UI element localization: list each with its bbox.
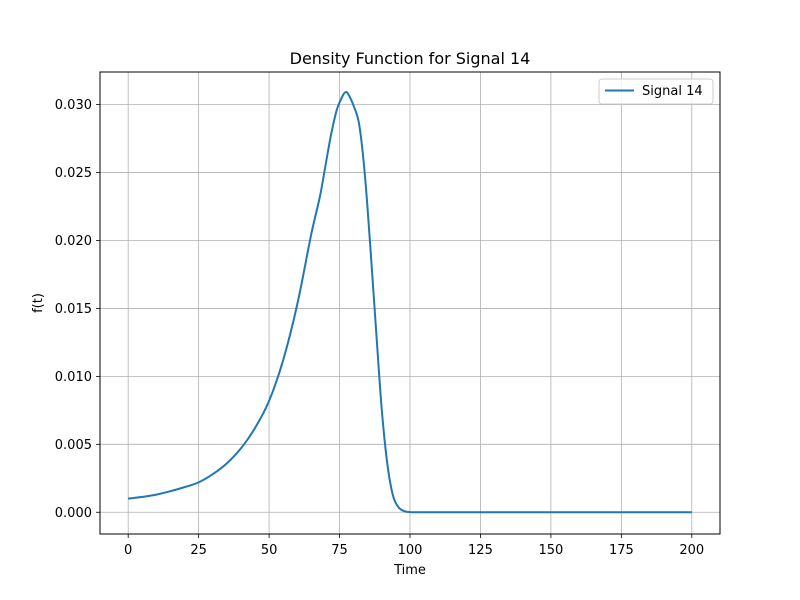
chart-title: Density Function for Signal 14 <box>290 49 531 68</box>
series-line-signal-14 <box>128 91 692 514</box>
y-tick-label: 0.000 <box>55 506 92 521</box>
legend-label-signal-14: Signal 14 <box>642 84 703 99</box>
legend: Signal 14 <box>598 78 714 105</box>
x-tick-label: 100 <box>398 543 423 558</box>
x-tick-label: 175 <box>609 543 634 558</box>
y-tick-label: 0.010 <box>55 370 92 385</box>
x-tick-label: 125 <box>468 543 493 558</box>
y-tick-label: 0.025 <box>55 166 92 181</box>
y-axis-label: f(t) <box>31 293 46 313</box>
axis-ticks: 0 25 50 75 100 125 150 175 200 0.000 0.005 0.010 0.0… <box>55 98 704 558</box>
x-tick-label: 0 <box>124 543 132 558</box>
x-tick-label: 25 <box>190 543 207 558</box>
x-axis-label: Time <box>393 563 426 578</box>
y-tick-label: 0.020 <box>55 234 92 249</box>
y-tick-label: 0.030 <box>55 98 92 113</box>
y-tick-label: 0.005 <box>55 438 92 453</box>
legend-box <box>598 78 714 105</box>
x-tick-label: 75 <box>331 543 348 558</box>
x-tick-label: 50 <box>261 543 278 558</box>
plot-lines <box>128 91 692 514</box>
x-tick-label: 200 <box>679 543 704 558</box>
y-tick-label: 0.015 <box>55 302 92 317</box>
x-tick-label: 150 <box>538 543 563 558</box>
